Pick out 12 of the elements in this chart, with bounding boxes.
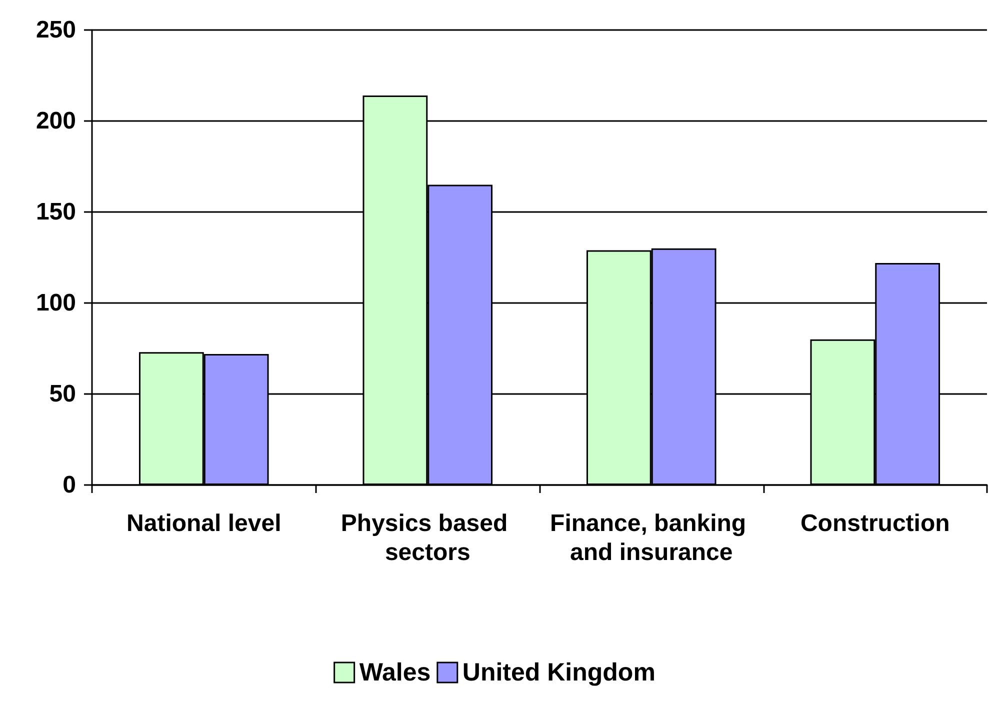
x-tick-label: Finance, banking and insurance — [550, 510, 753, 566]
y-tick-label: 200 — [36, 108, 76, 134]
y-tick-label: 0 — [62, 472, 76, 498]
x-tick-label: Construction — [800, 510, 950, 537]
legend-label: United Kingdom — [462, 658, 656, 686]
y-tick-label: 50 — [49, 380, 76, 408]
legend-label: Wales — [359, 658, 431, 686]
y-tick-label: 150 — [36, 198, 76, 226]
x-tick-label: National level — [126, 510, 282, 537]
x-tick-label: Physics based sectors — [340, 510, 514, 566]
y-tick-label: 100 — [36, 290, 76, 316]
y-tick-label: 250 — [36, 16, 76, 44]
